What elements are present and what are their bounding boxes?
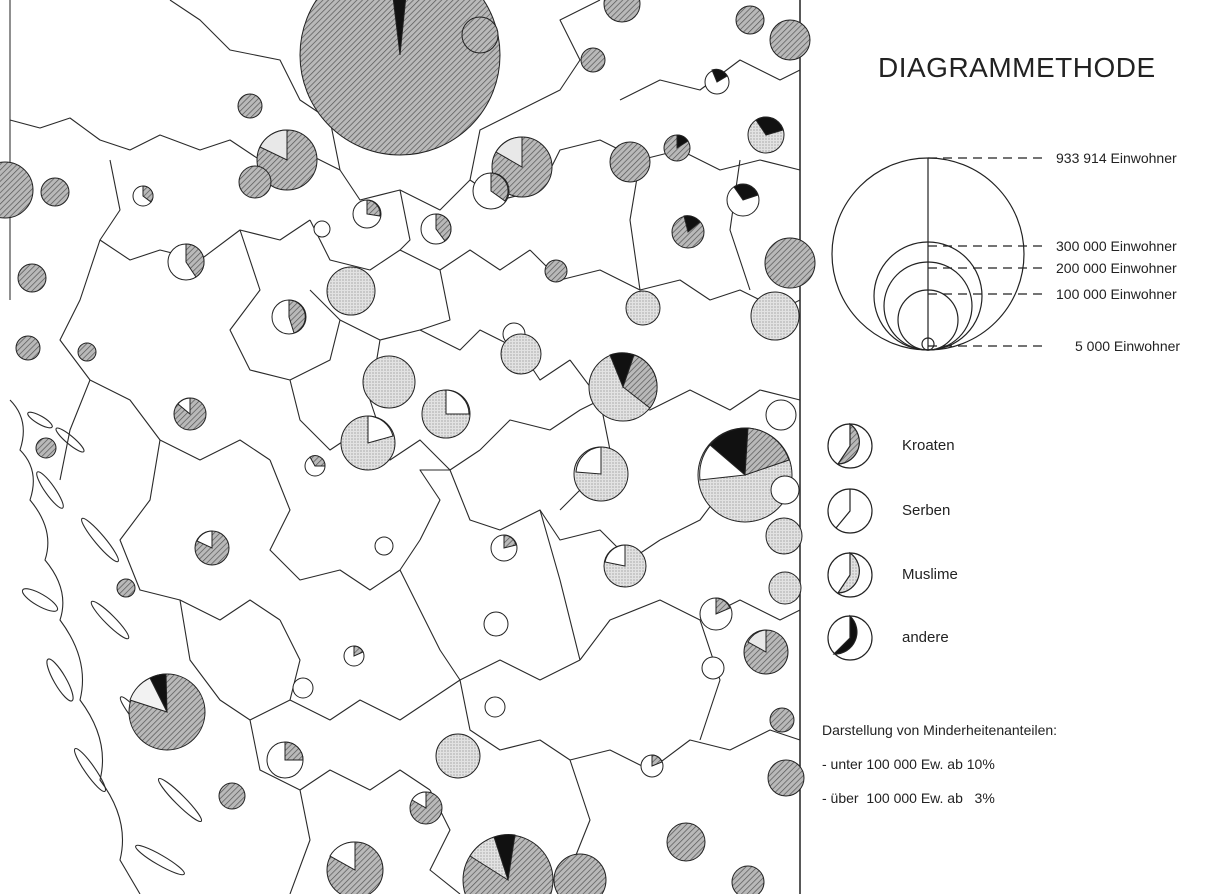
pie-symbol [640, 754, 664, 778]
pie-symbol [462, 834, 554, 894]
pie-symbol [726, 183, 760, 217]
minority-note-line1: - unter 100 000 Ew. ab 10% [822, 756, 995, 772]
pie-symbol [409, 791, 443, 825]
pie-symbol [767, 759, 805, 797]
pie-symbol [17, 263, 47, 293]
pie-symbol [238, 165, 272, 199]
pie-symbol [420, 213, 452, 245]
pie-symbol [731, 865, 765, 894]
scale-label-300000: 300 000 Einwohner [1056, 238, 1177, 254]
pie-symbol [580, 47, 606, 73]
legend-label-kroaten: Kroaten [902, 437, 955, 454]
pie-symbol [343, 645, 365, 667]
pie-symbol [237, 93, 263, 119]
pie-symbol [0, 161, 34, 219]
pie-symbol [500, 333, 542, 375]
pie-symbol [697, 427, 793, 523]
pie-symbol [603, 0, 641, 23]
pie-symbol [35, 437, 57, 459]
pie-symbol [671, 215, 705, 249]
pie-symbol [362, 355, 416, 409]
pie-symbol [704, 68, 730, 95]
pie-symbol [266, 741, 304, 779]
pie-symbol [544, 259, 568, 283]
pie-symbol [769, 707, 795, 733]
legend-label-serben: Serben [902, 502, 951, 519]
pie-symbol [374, 536, 394, 556]
pie-symbol [167, 243, 205, 281]
pie-symbol [352, 199, 382, 229]
pie-symbol [588, 352, 658, 422]
pie-symbol [770, 475, 800, 505]
pie-symbol [256, 129, 318, 191]
swatch-kroaten-icon [827, 422, 873, 469]
pie-symbol [40, 177, 70, 207]
pie-symbol [116, 578, 136, 598]
pie-symbol [699, 597, 733, 631]
pie-symbol [603, 544, 647, 588]
pie-symbol [271, 299, 307, 335]
pie-symbol [764, 237, 816, 289]
pie-symbol [132, 185, 154, 207]
scale-label-100000: 100 000 Einwohner [1056, 286, 1177, 302]
pie-symbol [553, 853, 607, 894]
pie-symbol [768, 571, 802, 605]
pie-symbol [326, 266, 376, 316]
pie-symbol [77, 342, 97, 362]
minority-note-heading: Darstellung von Minderheitenanteilen: [822, 722, 1058, 738]
pie-symbol [173, 397, 207, 431]
pie-symbol [765, 517, 803, 555]
pie-symbol [701, 656, 725, 680]
pie-symbol [663, 134, 691, 162]
pie-symbol [625, 290, 661, 326]
pie-symbol [573, 446, 629, 502]
pie-symbol [292, 677, 314, 699]
pie-symbol [340, 415, 396, 471]
swatch-andere-icon [827, 614, 873, 661]
scale-leaders [928, 157, 1048, 347]
pie-symbol [747, 116, 785, 154]
legend-title: DIAGRAMMETHODE [878, 52, 1156, 83]
scale-label-5000: 5 000 Einwohner [1075, 338, 1181, 354]
swatch-serben-icon [827, 488, 873, 534]
minority-note-line2: - über 100 000 Ew. ab 3% [822, 790, 995, 806]
pie-symbol [483, 611, 509, 637]
pie-symbol [769, 19, 811, 61]
pie-symbol [490, 534, 518, 562]
pie-symbols [0, 0, 816, 894]
swatch-muslime-icon [827, 551, 873, 598]
legend-label-andere: andere [902, 629, 949, 646]
pie-symbol [461, 16, 499, 54]
pie-symbol [128, 673, 206, 751]
pie-symbol [421, 389, 471, 439]
pie-symbol [299, 0, 501, 156]
pie-symbol [472, 172, 510, 210]
legend-label-muslime: Muslime [902, 566, 958, 583]
pie-symbol [743, 629, 789, 675]
scale-label-933914: 933 914 Einwohner [1056, 150, 1177, 166]
legend-swatches [827, 422, 873, 661]
pie-symbol [609, 141, 651, 183]
pie-symbol [313, 220, 331, 238]
pie-symbol [765, 399, 797, 431]
pie-symbol [326, 841, 384, 894]
scale-circles [831, 157, 1025, 351]
pie-symbol [435, 733, 481, 779]
coastline [9, 399, 203, 894]
pie-symbol [218, 782, 246, 810]
pie-symbol [304, 455, 326, 477]
pie-symbol [750, 291, 800, 341]
scale-label-200000: 200 000 Einwohner [1056, 260, 1177, 276]
pie-symbol [666, 822, 706, 862]
pie-symbol [15, 335, 41, 361]
pie-symbol [194, 530, 230, 566]
pie-symbol [484, 696, 506, 718]
pie-symbol [735, 5, 765, 35]
